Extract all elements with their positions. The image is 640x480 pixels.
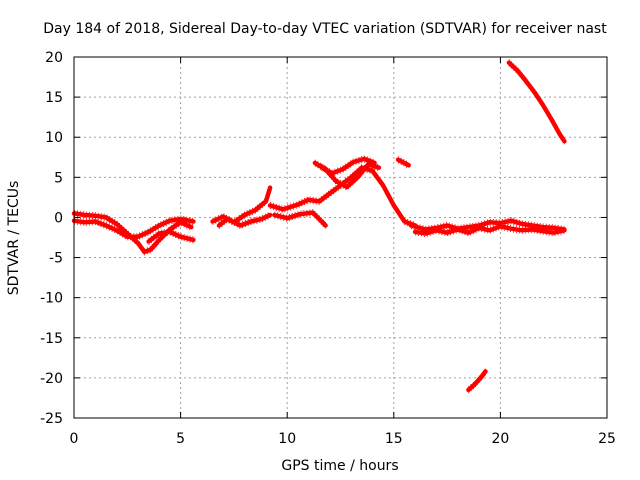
plot-frame [73,56,608,419]
series-track-f-markers [269,164,416,223]
series-track-i-markers [321,161,375,177]
axis-ticks: 0 5 10 15 20 25 -25 -20 -15 -10 -5 0 5 10 15 20 [40,50,616,447]
y-tick-label: 15 [45,90,63,106]
series-track-d-markers [212,184,271,220]
y-tick-label: 20 [45,50,63,66]
series-track-m-markers [468,374,486,394]
series-track-d [210,185,273,225]
series-track-h-markers [314,159,380,185]
x-tick-label: 10 [278,431,296,447]
series-track-j-markers [397,162,409,169]
y-tick-label: -15 [40,331,63,347]
chart-title: Day 184 of 2018, Sidereal Day-to-day VTE… [43,21,607,37]
y-tick-label: -25 [40,411,63,427]
series-track-c-markers [148,228,194,239]
series-track-e-markers [218,217,271,230]
series-track-c-markers [148,234,194,245]
series-track-b-markers [73,215,194,235]
series-track-l [412,224,567,236]
y-tick-label: -10 [40,291,63,307]
x-tick-label: 5 [176,431,185,447]
grid-lines [74,57,607,418]
series-track-g-markers [274,209,326,223]
series-track-k [408,218,567,232]
x-axis-label: GPS time / hours [281,458,398,474]
series-track-i [319,156,377,176]
series-track-e-markers [218,211,271,224]
x-tick-label: 0 [70,431,79,447]
series-track-e [216,212,273,228]
series-track-m-markers [468,368,486,388]
series-track-m [466,369,488,393]
x-tick-label: 15 [385,431,403,447]
series-track-d-markers [212,190,271,226]
series-track-n [506,60,567,144]
x-tick-label: 20 [491,431,509,447]
series-track-i-markers [321,155,375,171]
y-axis-label: SDTVAR / TECUs [6,181,22,296]
y-tick-label: 10 [45,130,63,146]
series-track-j [395,157,411,168]
data-series [71,59,567,394]
series-track-h-markers [314,165,380,191]
series-track-a [71,211,194,255]
series-track-a-markers [73,209,192,250]
y-tick-label: 5 [54,170,63,186]
series-track-b [71,216,196,239]
series-track-b-markers [73,221,194,241]
y-tick-label: -20 [40,371,63,387]
x-tick-label: 25 [598,431,616,447]
series-track-n-markers [508,65,565,145]
series-track-f [267,165,418,228]
series-track-j-markers [397,156,409,163]
y-tick-label: 0 [54,210,63,226]
series-track-g-markers [274,215,326,229]
y-tick-label: -5 [49,251,63,267]
series-track-c [146,229,196,244]
series-track-g [272,210,328,228]
